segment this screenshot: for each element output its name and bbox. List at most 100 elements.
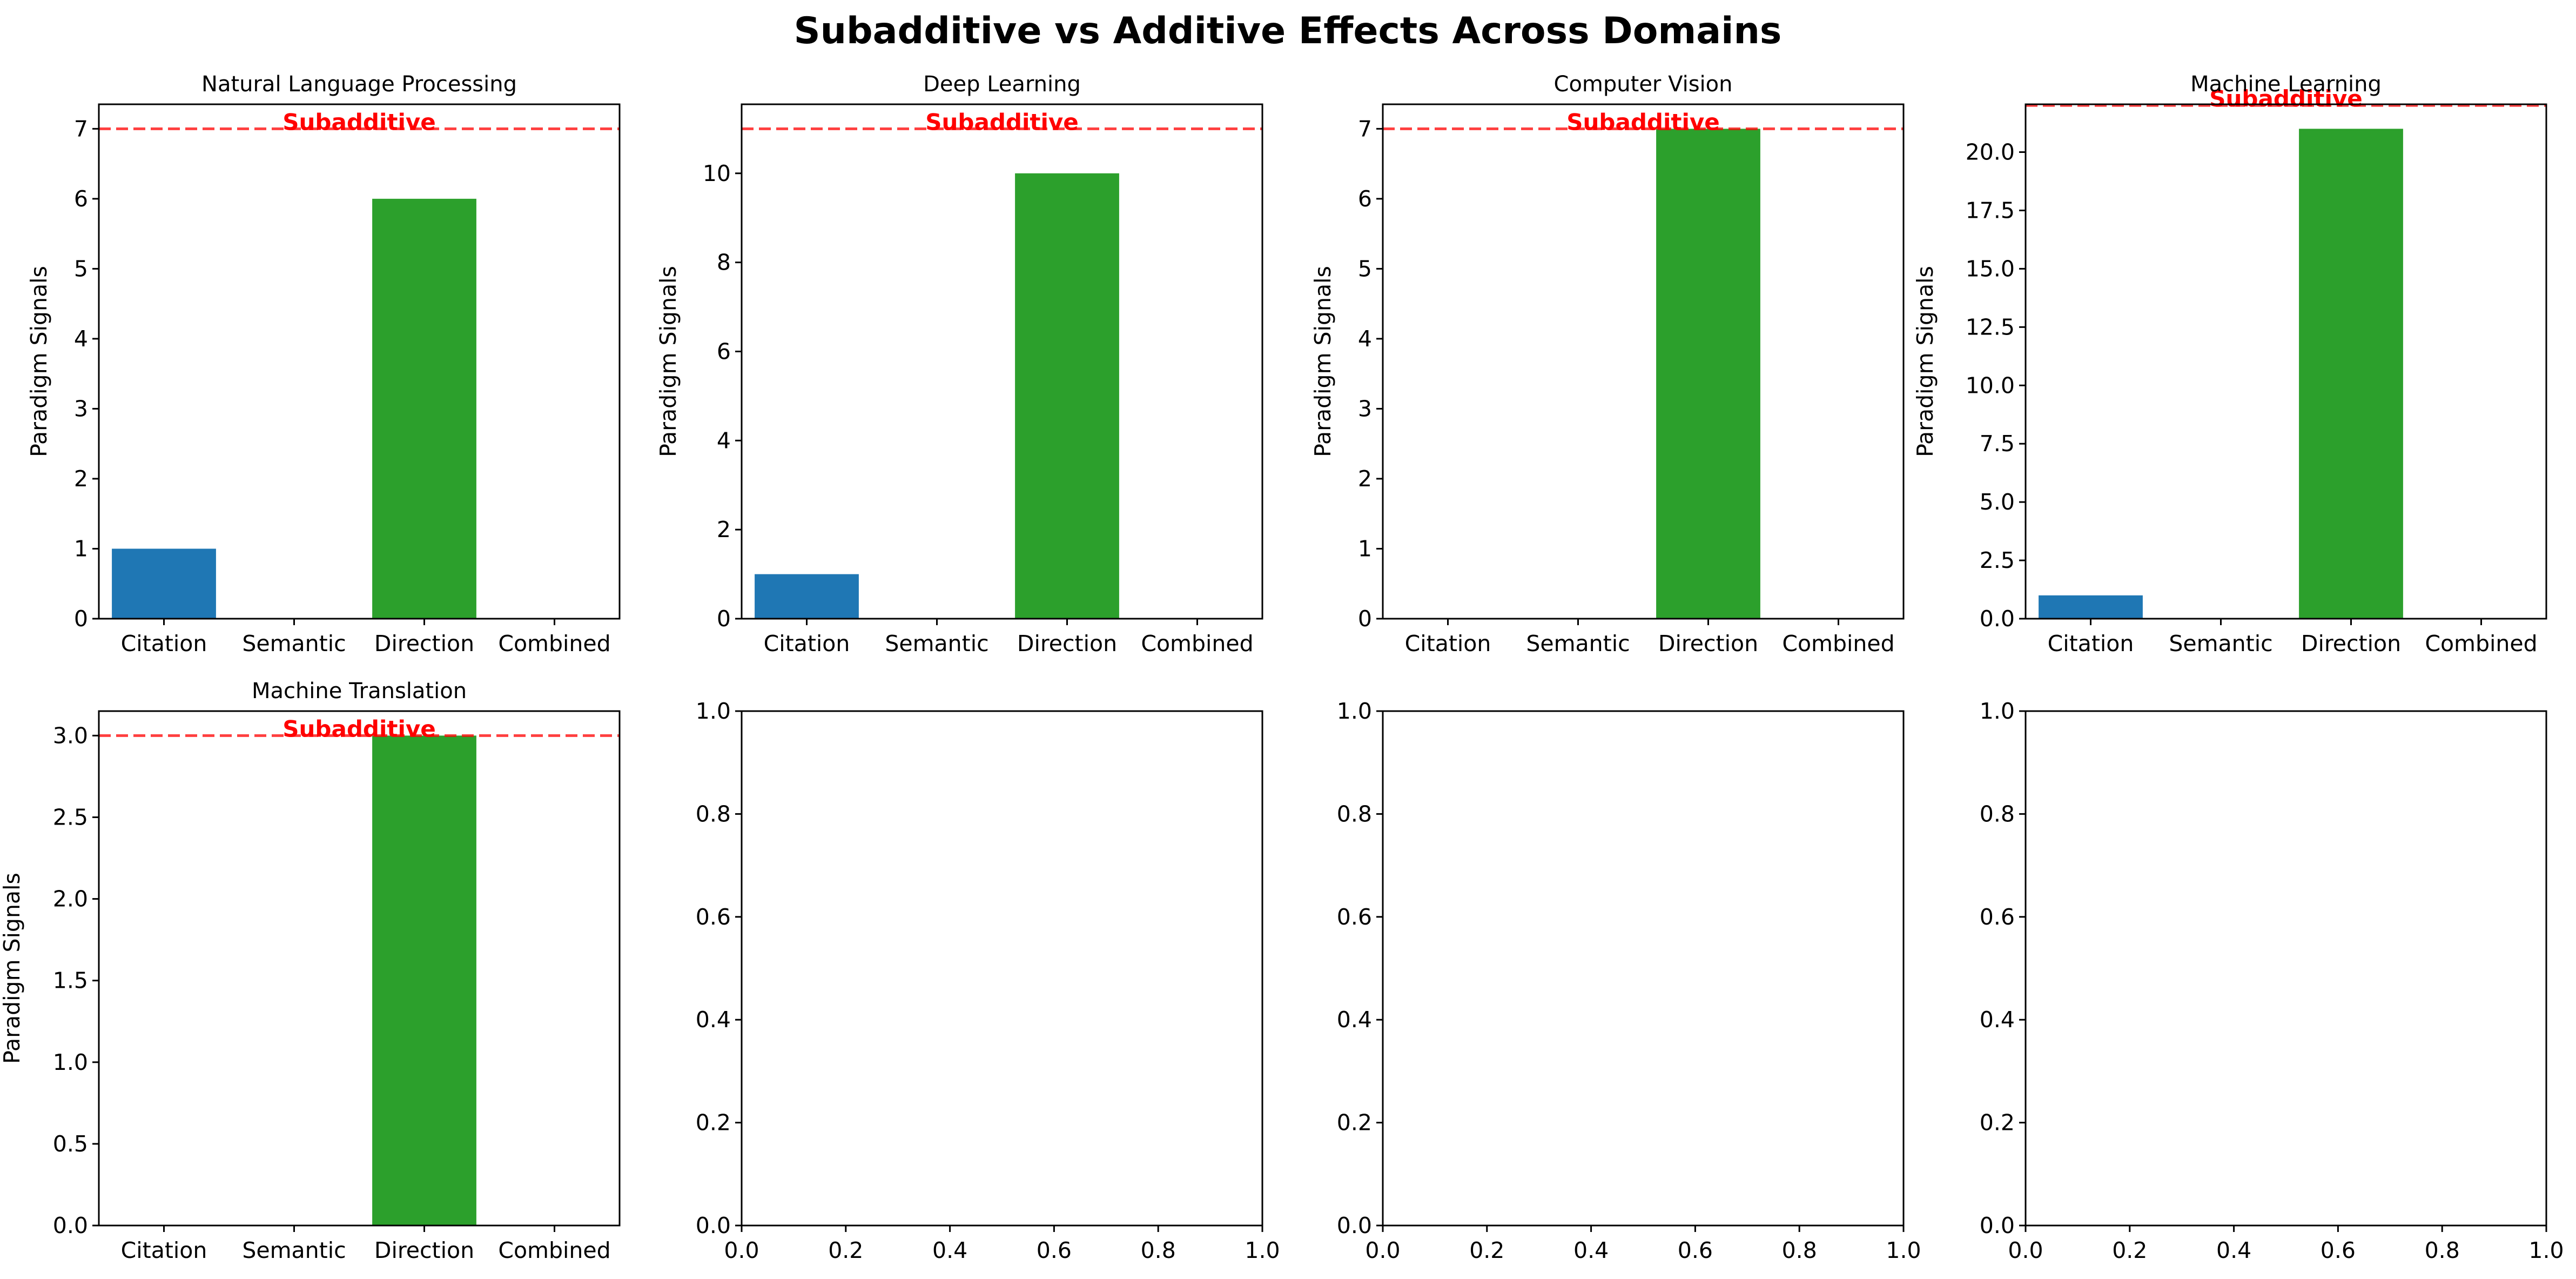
x-tick-label: Direction [1658, 631, 1758, 657]
y-tick-label: 1.0 [696, 698, 731, 724]
bar-citation [755, 574, 859, 619]
bar-citation [112, 548, 216, 619]
y-tick-label: 0.4 [1337, 1007, 1372, 1033]
threshold-label: Subadditive [925, 109, 1078, 135]
threshold-label: Subadditive [283, 715, 435, 742]
subplot-2: Subadditive 0 2 4 6 8 10 Citation Semantic Direct… [655, 72, 1263, 657]
y-tick-label: 0.2 [1980, 1110, 2015, 1136]
subplot-1: Subadditive 0 1 2 3 4 5 6 7 Citation Semantic Direc… [26, 72, 621, 657]
y-tick-label: 17.5 [1966, 197, 2015, 223]
y-tick-label: 7.5 [1980, 431, 2015, 457]
y-tick-label: 0.8 [1980, 801, 2015, 827]
x-tick-label: 1.0 [1886, 1237, 1921, 1263]
subplot-7: 0.0 0.2 0.4 0.6 0.8 1.0 0.0 0.2 0.4 0.6 0.8 1.0 [1337, 698, 1921, 1263]
y-tick-label: 10 [703, 160, 731, 186]
y-tick-label: 1 [1358, 535, 1372, 561]
x-tick-label: Combined [1782, 631, 1894, 657]
x-tick-label: Direction [1017, 631, 1117, 657]
y-tick-label: 2.5 [1980, 547, 2015, 573]
axes-frame [98, 103, 621, 620]
x-tick-label: Citation [121, 1237, 207, 1263]
y-tick-label: 2 [717, 517, 731, 543]
y-tick-label: 0 [1358, 606, 1372, 632]
subplot-grid: Subadditive 0 1 2 3 4 5 6 7 Citation Semantic Direc… [0, 72, 2564, 1263]
y-tick-label: 3.0 [53, 722, 88, 748]
y-tick-label: 5 [1358, 256, 1372, 282]
y-tick-label: 0.6 [1980, 904, 2015, 930]
y-tick-label: 2.5 [53, 804, 88, 830]
y-tick-label: 4 [1358, 326, 1372, 352]
x-tick-label: 0.0 [1365, 1237, 1400, 1263]
y-tick-label: 0.4 [1980, 1007, 2015, 1033]
threshold-label: Subadditive [283, 109, 435, 135]
x-tick-label: 0.2 [828, 1237, 863, 1263]
x-tick-label: 0.0 [724, 1237, 759, 1263]
y-tick-label: 1.0 [1980, 698, 2015, 724]
bar-direction [1656, 129, 1760, 619]
x-tick-label: 0.4 [1573, 1237, 1609, 1263]
y-tick-label: 1.0 [53, 1049, 88, 1075]
y-tick-label: 0.2 [1337, 1110, 1372, 1136]
x-tick-label: 0.0 [2008, 1237, 2043, 1263]
x-tick-label: 0.6 [2321, 1237, 2356, 1263]
subplot-5: Subadditive 0.0 0.5 1.0 1.5 2.0 2.5 3.0 Citation… [0, 679, 621, 1263]
y-tick-label: 6 [717, 338, 731, 364]
figure-title: Subadditive vs Additive Effects Across D… [794, 10, 1782, 52]
subplot-8: 0.0 0.2 0.4 0.6 0.8 1.0 0.0 0.2 0.4 0.6 0.8 1.0 [1980, 698, 2564, 1263]
x-tick-label: 0.8 [1141, 1237, 1176, 1263]
subplot-title: Machine Translation [252, 679, 467, 704]
axes-frame [2025, 710, 2547, 1227]
y-tick-label: 0.0 [1337, 1213, 1372, 1238]
x-tick-label: Semantic [242, 631, 346, 657]
y-axis-label: Paradigm Signals [1310, 266, 1336, 457]
bar-direction [1015, 173, 1119, 619]
y-tick-label: 0.8 [696, 801, 731, 827]
x-tick-label: Semantic [1526, 631, 1630, 657]
y-tick-label: 10.0 [1966, 372, 2015, 398]
axes-frame [1382, 710, 1905, 1227]
x-tick-label: 0.4 [2216, 1237, 2251, 1263]
y-tick-label: 6 [74, 186, 88, 212]
y-tick-label: 0 [717, 606, 731, 632]
x-tick-label: Semantic [2169, 631, 2272, 657]
bar-direction [372, 735, 476, 1226]
x-tick-label: Combined [1141, 631, 1253, 657]
x-tick-label: 0.2 [1469, 1237, 1504, 1263]
bar-direction [372, 198, 476, 619]
y-axis-label: Paradigm Signals [1912, 266, 1938, 457]
x-tick-label: 1.0 [2528, 1237, 2564, 1263]
x-tick-label: 0.8 [1782, 1237, 1817, 1263]
x-tick-label: 0.4 [932, 1237, 967, 1263]
y-tick-label: 1.5 [53, 968, 88, 994]
x-tick-label: Semantic [242, 1237, 346, 1263]
subplot-6: 0.0 0.2 0.4 0.6 0.8 1.0 0.0 0.2 0.4 0.6 0.8 1.0 [696, 698, 1280, 1263]
x-tick-label: Citation [121, 631, 207, 657]
x-tick-label: Combined [498, 1237, 610, 1263]
y-tick-label: 4 [74, 326, 88, 352]
threshold-label: Subadditive [2209, 85, 2362, 112]
y-tick-label: 1.0 [1337, 698, 1372, 724]
y-axis-label: Paradigm Signals [0, 873, 25, 1064]
y-tick-label: 12.5 [1966, 314, 2015, 340]
y-tick-label: 0.5 [53, 1131, 88, 1157]
x-tick-label: Citation [2048, 631, 2134, 657]
y-tick-label: 0.4 [696, 1007, 731, 1033]
x-tick-label: 0.2 [2112, 1237, 2147, 1263]
y-tick-label: 6 [1358, 186, 1372, 212]
axes-frame [2025, 103, 2547, 620]
y-tick-label: 3 [74, 396, 88, 421]
subplot-3: Subadditive 0 1 2 3 4 5 6 7 Citation Semantic Direc… [1310, 72, 1905, 657]
axes-frame [741, 710, 1263, 1227]
y-tick-label: 1 [74, 535, 88, 561]
x-tick-label: Combined [2425, 631, 2537, 657]
x-tick-label: Semantic [885, 631, 988, 657]
y-tick-label: 7 [74, 116, 88, 142]
x-tick-label: 0.6 [1037, 1237, 1072, 1263]
y-tick-label: 0.0 [1980, 606, 2015, 632]
subplot-title: Natural Language Processing [201, 72, 517, 97]
x-tick-label: Direction [374, 1237, 474, 1263]
y-tick-label: 0.0 [1980, 1213, 2015, 1238]
y-tick-label: 2.0 [53, 886, 88, 912]
y-axis-label: Paradigm Signals [655, 266, 681, 457]
